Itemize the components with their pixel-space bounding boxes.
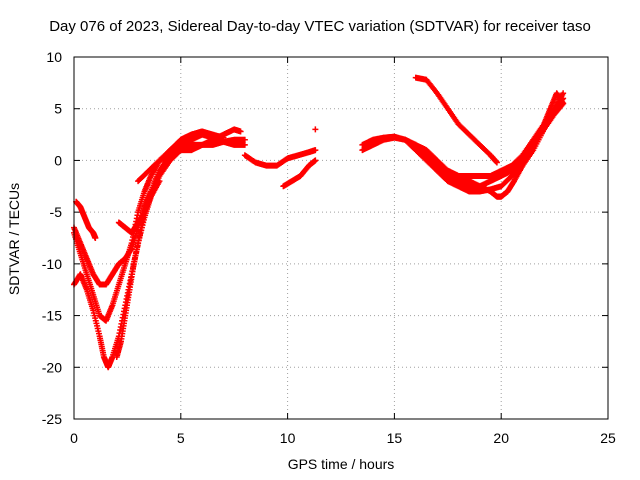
series-track-g [135,138,248,185]
y-axis-label: SDTVAR / TECUs [6,182,22,296]
x-tick-label: 20 [493,430,509,446]
x-tick-label: 10 [280,430,296,446]
series-track-i [280,157,319,190]
data-point [312,126,319,133]
data-point [312,157,319,164]
series-track-o [312,126,319,133]
data-point [241,141,248,148]
y-tick-label: 0 [54,152,62,168]
series-track-m [412,90,567,200]
data-point [312,147,319,154]
data-point [199,128,206,135]
x-tick-label: 5 [177,430,185,446]
series-track-n [412,74,500,166]
x-tick-label: 25 [600,430,616,446]
data-point [156,178,163,185]
data-point [92,235,99,241]
series-track-e [73,198,99,241]
grid-lines [74,57,608,419]
x-tick-label: 0 [70,430,78,446]
series-track-b [71,128,227,324]
x-axis-label: GPS time / hours [287,456,395,472]
y-tick-label: -10 [42,256,62,272]
y-tick-label: -25 [42,411,62,427]
series-track-l [402,90,567,195]
data-points [71,74,567,371]
series-track-a [71,131,248,288]
data-point [560,100,567,107]
y-tick-label: -20 [42,359,62,375]
axis-ticks: 0 5 10 15 20 25 -25 -20 -15 -10 -5 0 5 10 [42,49,616,446]
series-track-h [241,147,319,169]
plot-area-border [73,56,609,420]
y-tick-label: 10 [46,49,62,65]
data-point [241,136,248,143]
y-tick-label: 5 [54,101,62,117]
data-point [493,159,500,166]
x-tick-label: 15 [387,430,403,446]
data-point [560,90,567,97]
data-point [237,128,244,135]
chart-title: Day 076 of 2023, Sidereal Day-to-day VTE… [49,18,591,35]
y-tick-label: -15 [42,308,62,324]
series-track-f [115,178,163,236]
y-tick-label: -5 [50,204,63,220]
